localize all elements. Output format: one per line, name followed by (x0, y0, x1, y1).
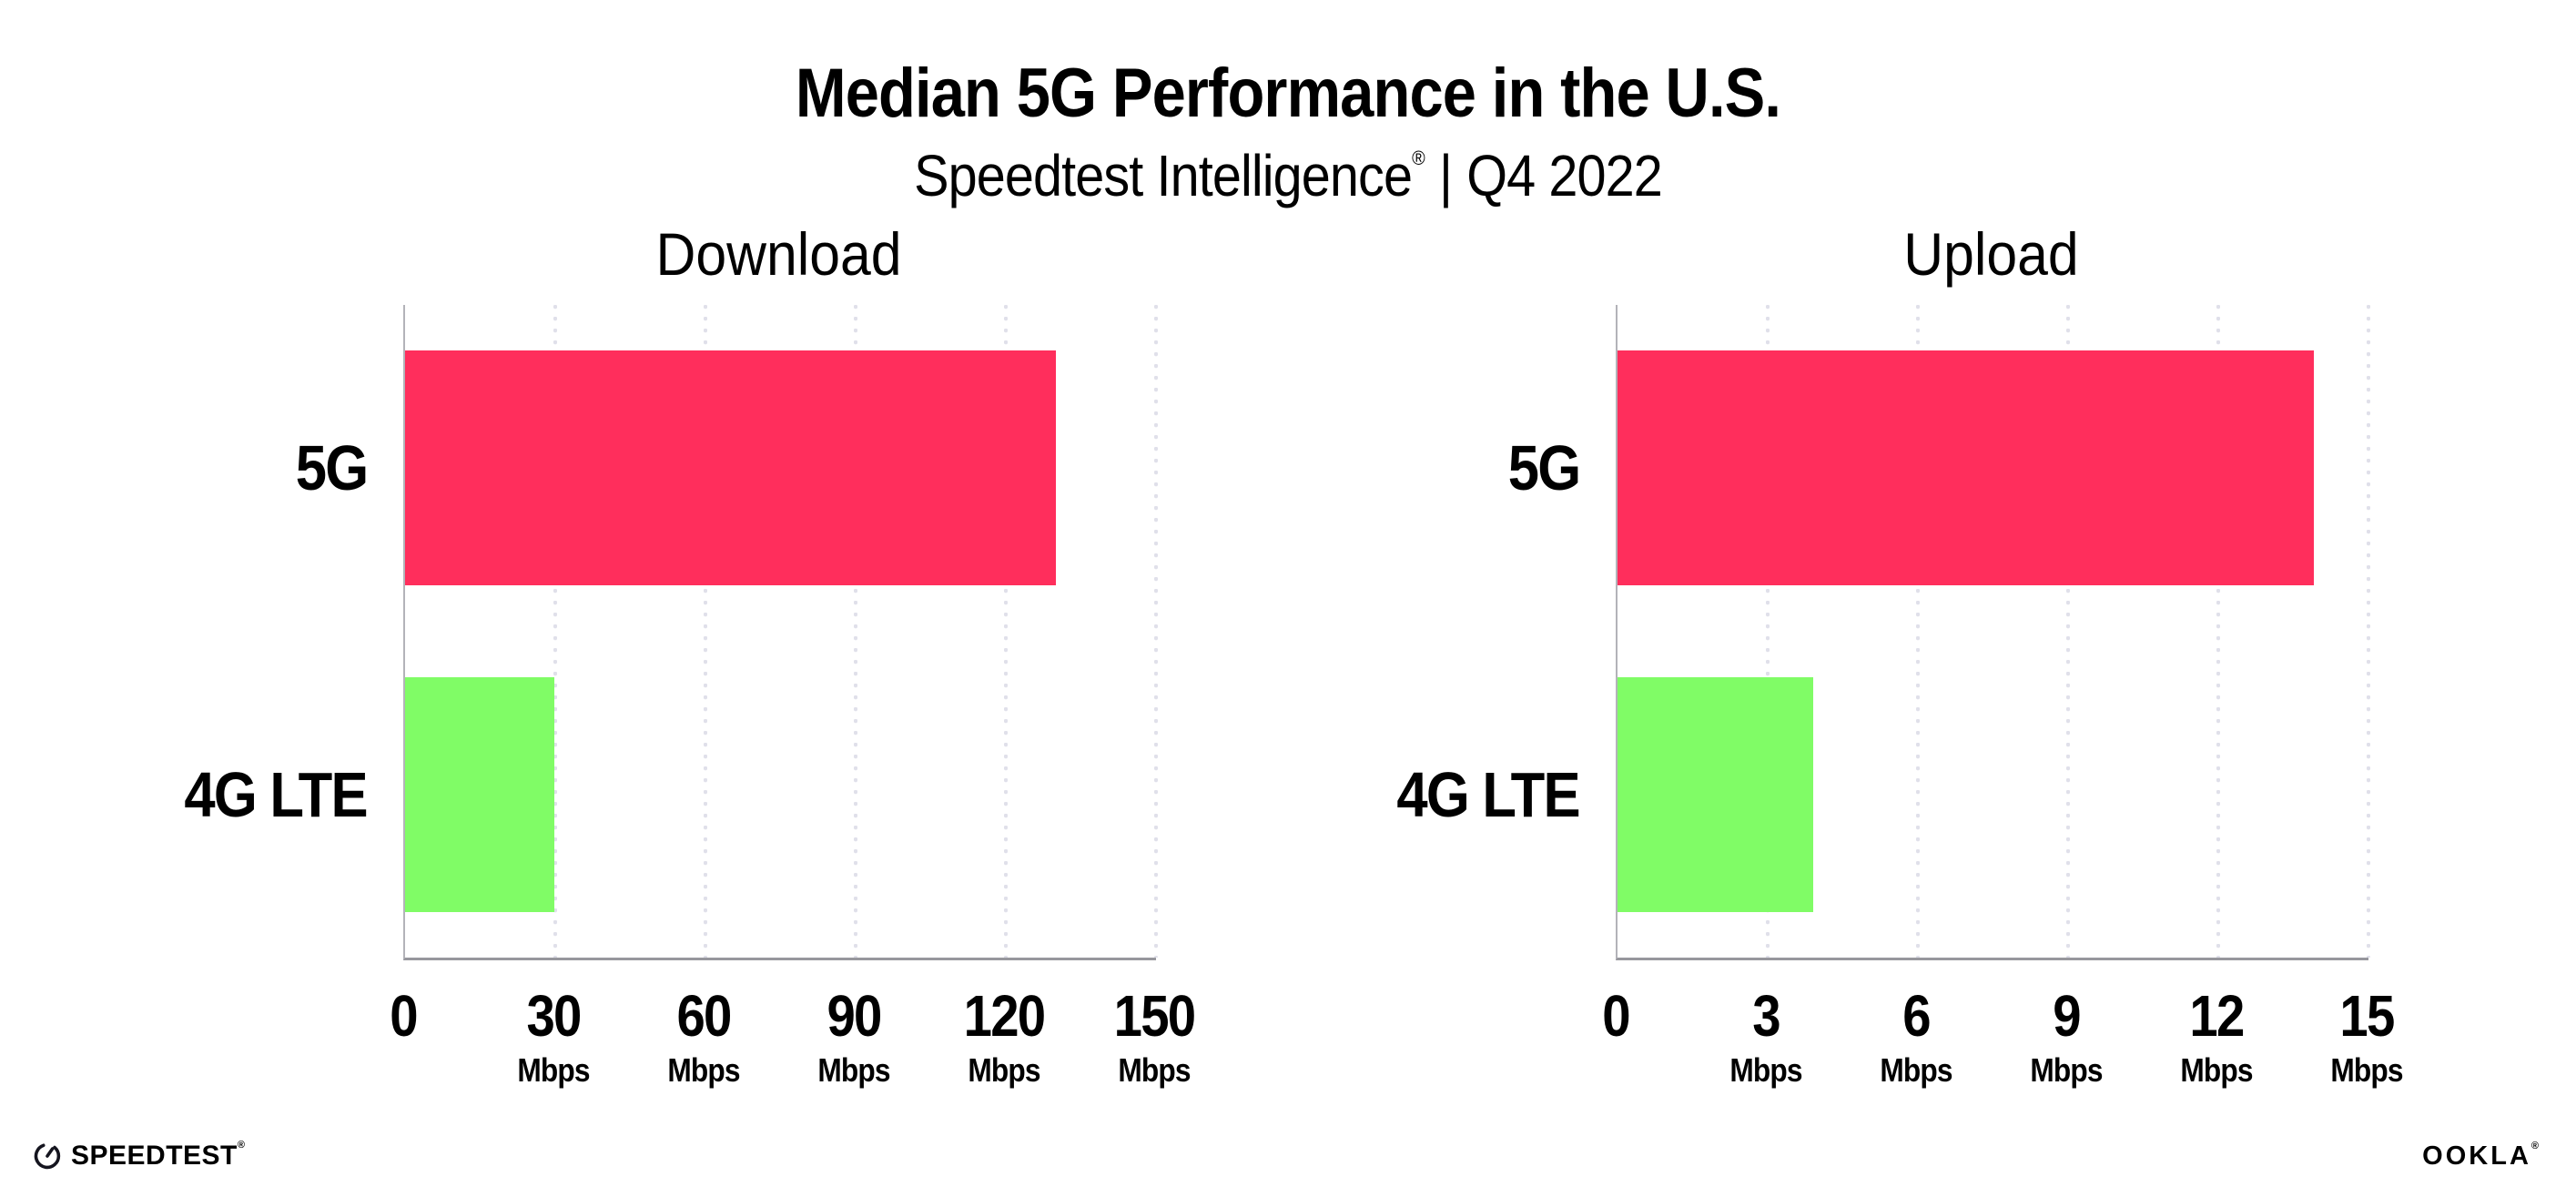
upload-plot-area: 5G 4G LTE (1396, 305, 2370, 960)
x-tick-90: 90 Mbps (817, 983, 890, 1089)
x-tick-unit: Mbps (2330, 1051, 2403, 1089)
x-tick-unit: Mbps (2030, 1051, 2103, 1089)
speedtest-trademark-icon: ® (237, 1140, 246, 1151)
gridline (553, 305, 557, 958)
bar-4g-lte (1618, 676, 1813, 912)
bar-4g-lte (405, 676, 554, 912)
gridline (1004, 305, 1008, 958)
x-tick-value: 3 (1752, 983, 1780, 1049)
gridline (854, 305, 857, 958)
x-tick-unit: Mbps (1118, 1051, 1191, 1089)
ookla-logo: OOKLA® (2422, 1141, 2541, 1171)
x-tick-unit: Mbps (968, 1051, 1040, 1089)
x-tick-unit: Mbps (817, 1051, 890, 1089)
upload-chart: Upload 5G 4G LTE 0 3 Mbps 6 Mbps 9 Mbps 12 Mbps 15… (1396, 218, 2403, 1129)
download-chart: Download 5G 4G LTE 0 30 Mbps 60 Mbps 90 Mbps 120… (184, 218, 1196, 1129)
x-tick-value: 9 (2053, 983, 2081, 1049)
x-tick-9: 9 Mbps (2030, 983, 2103, 1089)
category-label-4g-lte: 4G LTE (184, 758, 368, 830)
bar-5g (1618, 350, 2314, 586)
x-tick-6: 6 Mbps (1880, 987, 1952, 1087)
download-plot-area: 5G 4G LTE (184, 305, 1158, 960)
chart-title-upload: Upload (1903, 220, 2079, 288)
x-tick-value: 120 (963, 983, 1046, 1049)
subtitle-separator: | (1438, 143, 1453, 209)
x-tick-value: 12 (2189, 983, 2245, 1049)
page-title: Median 5G Performance in the U.S. (795, 54, 1781, 132)
x-tick-value: 150 (1113, 983, 1196, 1049)
ookla-wordmark: OOKLA (2422, 1141, 2531, 1171)
gridline (1766, 305, 1770, 958)
x-tick-0: 0 (1602, 983, 1630, 1049)
ookla-trademark-icon: ® (2530, 1141, 2541, 1151)
gridline (2367, 305, 2370, 958)
x-tick-unit: Mbps (2180, 1051, 2253, 1089)
upload-x-axis: 0 3 Mbps 6 Mbps 9 Mbps 12 Mbps 15 Mbps (1602, 983, 2403, 1123)
gridline (2216, 305, 2220, 958)
x-tick-3: 3 Mbps (1729, 983, 1802, 1089)
bar-5g (405, 350, 1056, 586)
x-tick-15: 15 Mbps (2330, 983, 2403, 1089)
x-tick-value: 6 (1902, 983, 1931, 1049)
x-tick-value: 15 (2339, 983, 2395, 1049)
x-tick-0: 0 (390, 983, 418, 1049)
x-tick-unit: Mbps (1729, 1051, 1802, 1089)
x-tick-value: 0 (390, 983, 418, 1049)
category-label-4g-lte: 4G LTE (1396, 758, 1580, 830)
download-x-axis: 0 30 Mbps 60 Mbps 90 Mbps 120 Mbps 150 Mbps (390, 983, 1196, 1123)
registered-trademark-icon: ® (1412, 147, 1425, 170)
x-tick-value: 30 (526, 983, 582, 1049)
speedtest-logo: SPEEDTEST® (33, 1141, 245, 1171)
x-tick-60: 60 Mbps (667, 983, 740, 1089)
x-tick-value: 60 (676, 983, 732, 1049)
x-tick-12: 12 Mbps (2180, 983, 2253, 1089)
gridline (1916, 305, 1920, 958)
gridline (1154, 305, 1158, 958)
x-tick-30: 30 Mbps (517, 983, 590, 1089)
speedtest-gauge-icon (34, 1143, 61, 1170)
x-tick-unit: Mbps (517, 1051, 590, 1089)
gridline (704, 305, 707, 958)
x-tick-150: 150 Mbps (1113, 983, 1196, 1089)
category-label-5g: 5G (295, 432, 368, 504)
x-tick-120: 120 Mbps (963, 983, 1046, 1089)
subtitle-product: Speedtest Intelligence (914, 143, 1413, 209)
page-subtitle: Speedtest Intelligence® | Q4 2022 (129, 143, 2448, 210)
subtitle-period: Q4 2022 (1466, 143, 1663, 209)
speedtest-wordmark: SPEEDTEST (71, 1141, 238, 1171)
x-tick-value: 0 (1602, 983, 1630, 1049)
x-tick-unit: Mbps (667, 1051, 740, 1089)
category-label-5g: 5G (1507, 432, 1580, 504)
chart-title-download: Download (655, 220, 902, 288)
x-tick-value: 90 (827, 983, 882, 1049)
gridline (2066, 305, 2070, 958)
speedtest-logo-text: SPEEDTEST® (71, 1140, 246, 1171)
x-tick-unit: Mbps (1880, 1051, 1952, 1089)
